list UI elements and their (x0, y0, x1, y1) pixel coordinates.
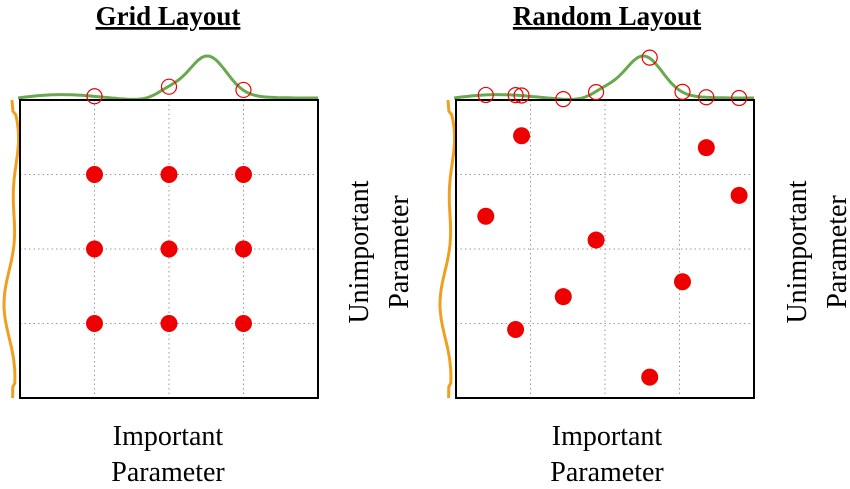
grid-layout-ylabel-line2: Parameter (384, 195, 415, 309)
random-point-2 (697, 139, 715, 157)
random-point-3 (730, 186, 748, 204)
random-layout-unimportant-curve (438, 99, 456, 399)
random-point-8 (507, 320, 525, 338)
grid-point-9 (235, 315, 252, 332)
random-projection-5 (587, 84, 605, 101)
grid-point-3 (235, 166, 252, 183)
random-layout-gridlines (456, 100, 754, 398)
random-layout-xlabel-line1: Important (552, 421, 663, 452)
random-layout-ylabel-line2: Parameter (822, 195, 850, 309)
random-projection-8 (507, 87, 524, 104)
random-projection-4 (477, 86, 494, 104)
grid-point-1 (86, 166, 103, 183)
random-point-5 (587, 231, 605, 249)
grid-point-2 (160, 166, 178, 183)
grid-projection-2 (160, 78, 178, 95)
grid-point-7 (86, 315, 103, 332)
random-point-6 (673, 273, 691, 291)
random-layout-xlabel-line2: Parameter (550, 457, 664, 488)
random-point-4 (477, 207, 495, 225)
grid-layout-title: Grid Layout (96, 1, 241, 31)
grid-layout-ylabel-line1: Unimportant (344, 180, 375, 323)
random-layout-points (477, 127, 748, 386)
random-projection-7 (555, 91, 572, 108)
grid-layout-points (86, 166, 252, 332)
random-projection-3 (730, 89, 748, 107)
random-layout-panel: Random Layout Important Parameter Unimpo… (438, 1, 850, 488)
grid-projection-3 (235, 81, 252, 99)
grid-projection-1 (86, 88, 103, 105)
random-projection-6 (674, 83, 691, 100)
random-layout-title: Random Layout (513, 1, 701, 31)
grid-layout-projections (86, 78, 252, 105)
grid-layout-important-curve (17, 54, 318, 101)
grid-layout-frame (19, 99, 319, 399)
random-point-1 (513, 127, 531, 145)
random-projection-1 (513, 87, 530, 104)
grid-layout-xlabel-line2: Parameter (111, 457, 225, 488)
grid-point-6 (235, 240, 252, 258)
random-projection-2 (698, 89, 715, 106)
grid-layout-unimportant-curve (2, 99, 20, 399)
grid-point-8 (160, 315, 178, 332)
random-layout-projections (477, 49, 748, 108)
random-point-7 (554, 288, 572, 306)
random-point-9 (641, 368, 659, 386)
random-layout-important-curve (453, 54, 754, 101)
grid-point-5 (160, 240, 178, 258)
random-projection-9 (641, 49, 658, 66)
random-layout-frame (455, 99, 755, 399)
grid-layout-xlabel-line1: Important (113, 421, 224, 452)
grid-point-4 (86, 240, 103, 258)
random-layout-ylabel-line1: Unimportant (782, 180, 813, 323)
grid-layout-panel: Grid Layout Important Parameter Unimport… (2, 1, 415, 488)
